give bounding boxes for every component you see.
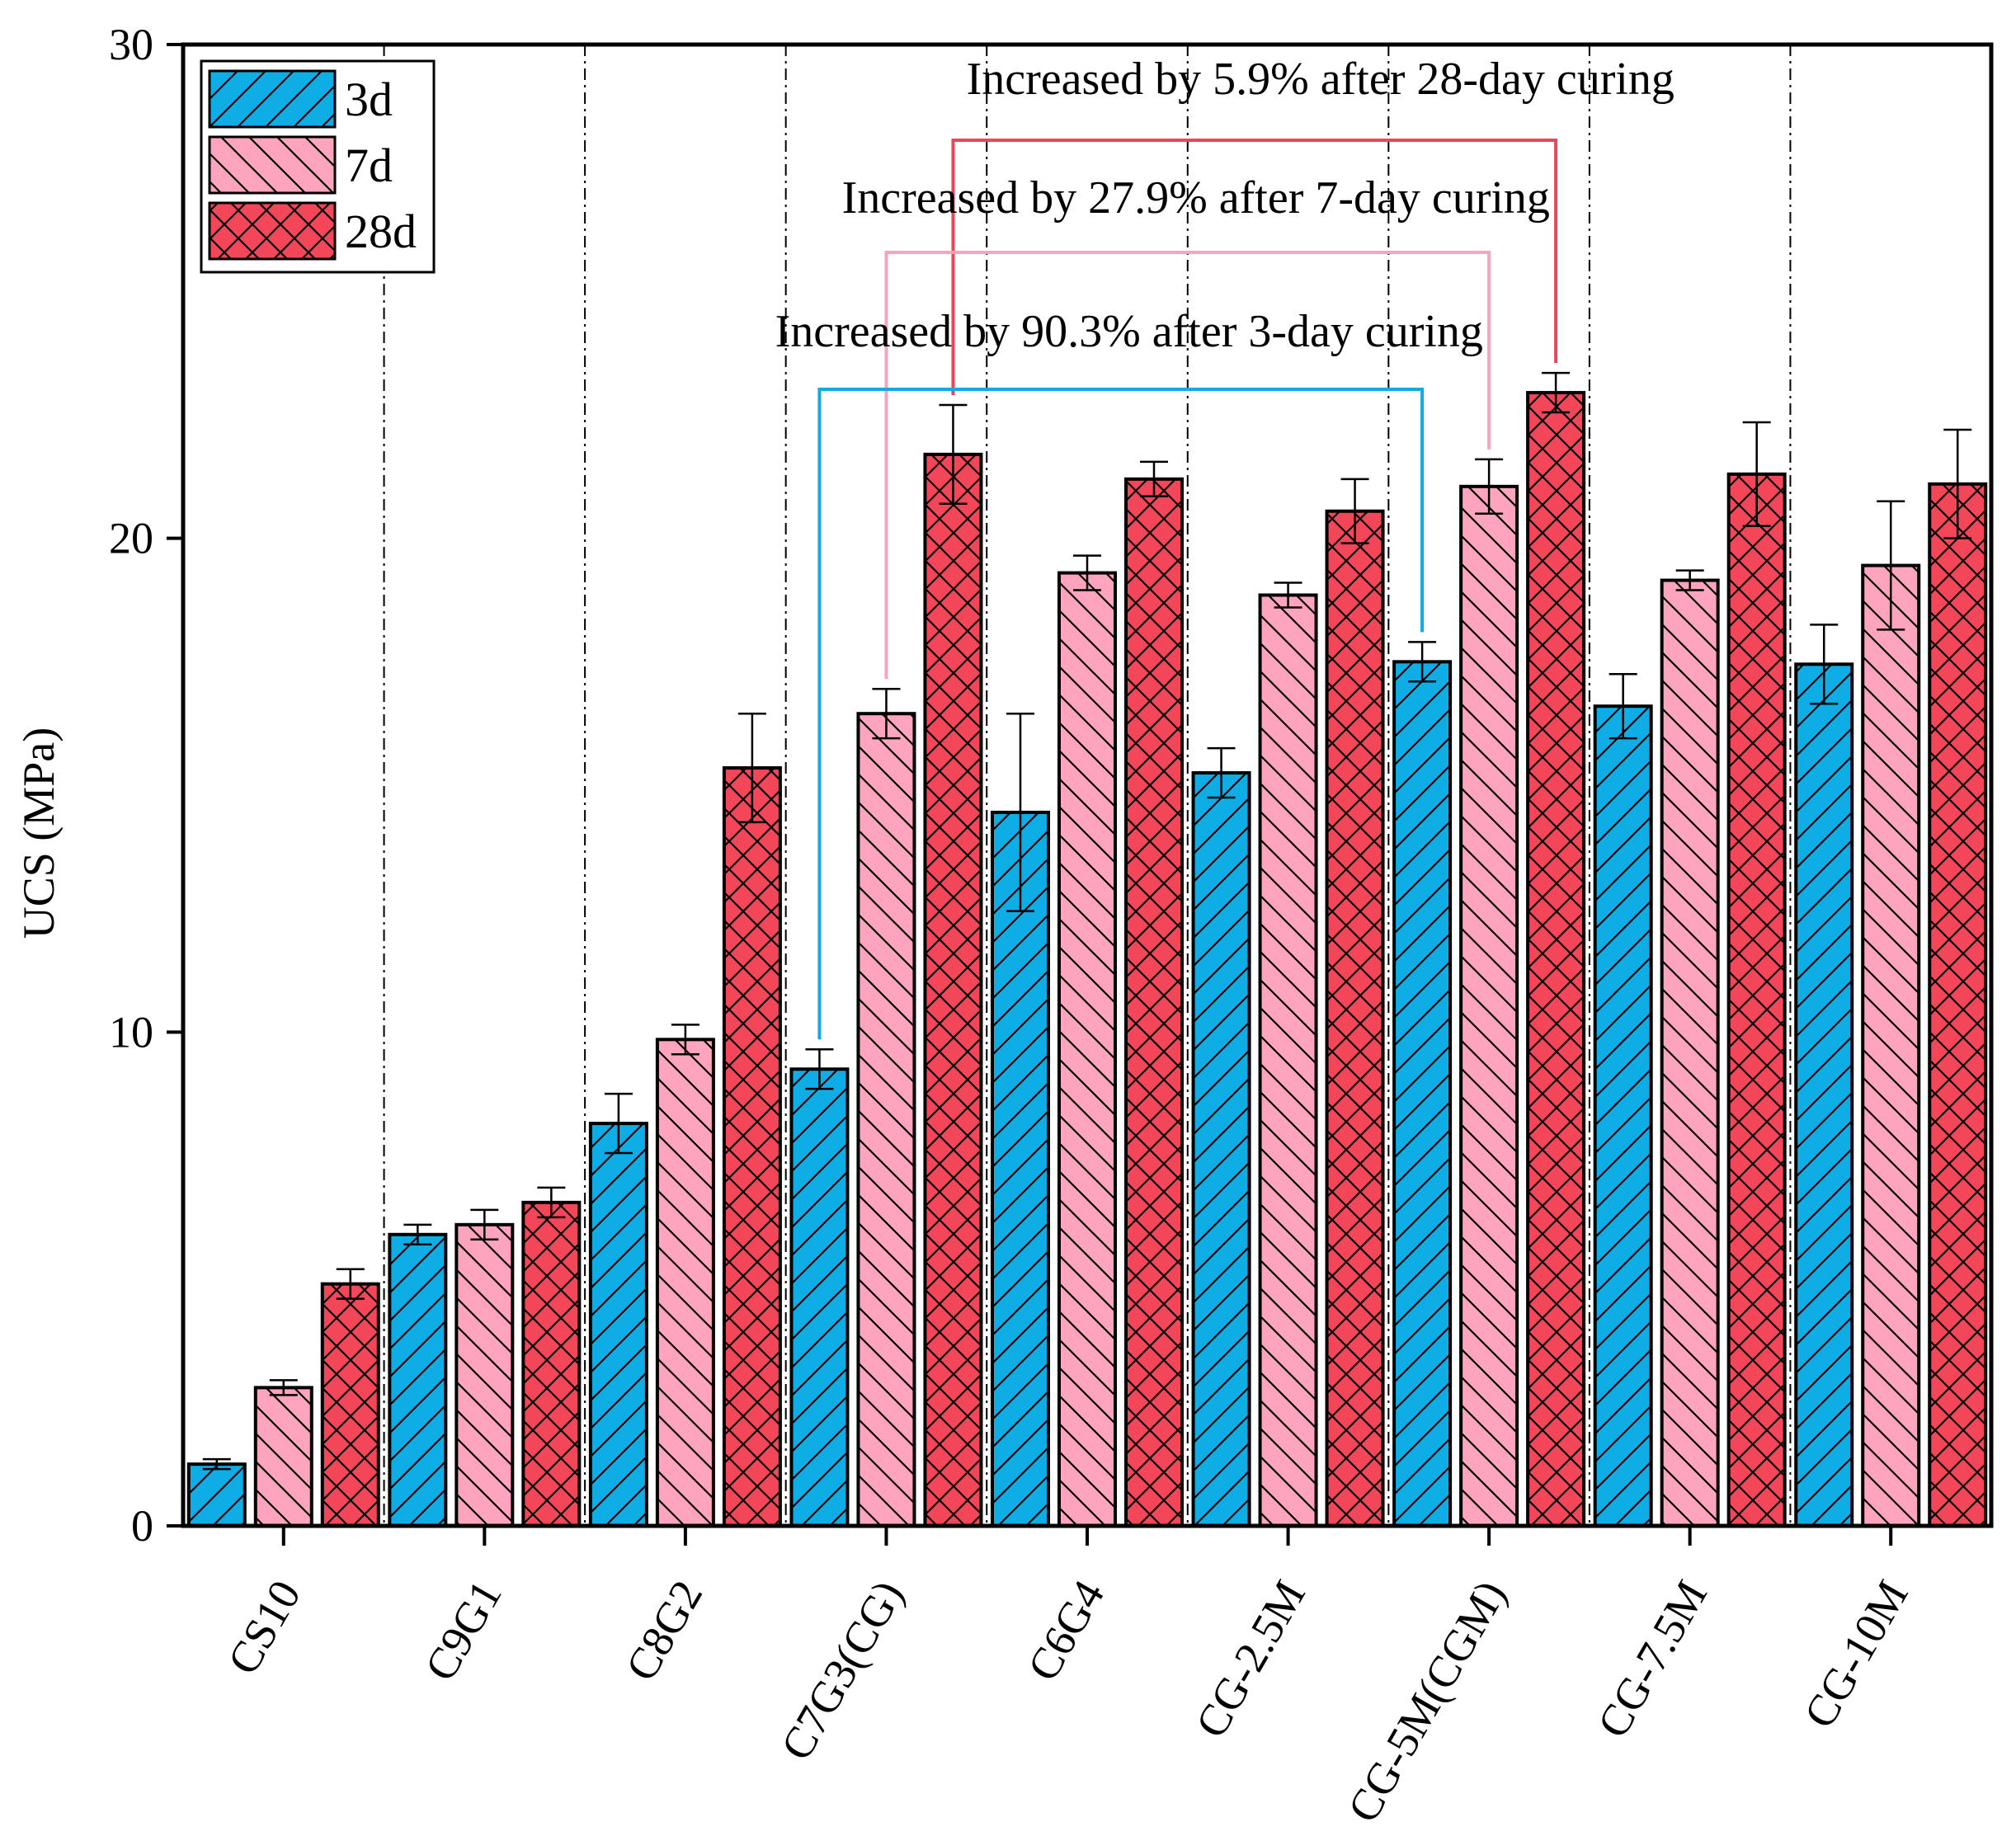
bar-28d-C8G2 [722, 766, 782, 1528]
x-tick-label: CG-7.5M [1588, 1572, 1717, 1746]
error-bar-3d-C8G2 [604, 1092, 633, 1155]
error-bar-3d-CG-10M [1810, 624, 1839, 705]
annotation-brackets [817, 139, 1558, 1040]
error-bar-7d-CG-2.5M [1274, 581, 1302, 609]
bar-3d-C7G3(CG) [789, 1067, 850, 1528]
x-tick-label: CG-5M(CGM) [1338, 1572, 1515, 1830]
annotation-bracket [951, 139, 1558, 396]
error-bar-3d-C9G1 [403, 1223, 432, 1246]
bar-7d-CS10 [253, 1386, 313, 1528]
y-axis: 0 10 20 30 [109, 20, 183, 1551]
x-tick-label: C9G1 [415, 1572, 511, 1689]
error-bar-7d-C6G4 [1073, 554, 1101, 591]
annotation-text: Increased by 90.3% after 3-day curing [775, 306, 1483, 357]
y-tick-label: 20 [109, 514, 153, 563]
bar-28d-CS10 [320, 1282, 380, 1528]
bar-3d-CG-2.5M [1191, 771, 1251, 1528]
error-bar-28d-CG-7.5M [1742, 421, 1771, 527]
bar-3d-CG-5M(CGM) [1392, 660, 1453, 1528]
error-bar-28d-CS10 [336, 1268, 365, 1300]
error-bar-7d-CG-5M(CGM) [1475, 458, 1504, 515]
error-bar-3d-CG-5M(CGM) [1408, 641, 1437, 683]
error-bar-28d-C9G1 [537, 1186, 566, 1219]
annotations: Increased by 5.9% after 28-day curing Inc… [775, 54, 1675, 357]
bar-7d-CG-5M(CGM) [1459, 484, 1519, 1528]
error-bar-7d-C9G1 [470, 1208, 499, 1241]
bar-7d-C9G1 [455, 1222, 515, 1528]
legend-swatch-3d [208, 69, 337, 129]
legend-label-28d: 28d [345, 205, 417, 258]
bar-28d-CG-10M [1928, 482, 1988, 1528]
error-bar-7d-C7G3(CG) [872, 688, 901, 740]
bar-3d-C8G2 [588, 1122, 648, 1528]
error-bar-28d-C8G2 [737, 712, 766, 824]
bar-28d-C6G4 [1124, 477, 1184, 1528]
group-separators [383, 45, 1792, 1526]
annotation-bracket [817, 388, 1425, 1040]
bar-3d-CG-10M [1794, 662, 1854, 1528]
error-bar-3d-CS10 [202, 1457, 231, 1471]
y-tick-label: 0 [131, 1501, 153, 1551]
bar-7d-CG-2.5M [1258, 593, 1318, 1528]
bar-7d-C7G3(CG) [856, 712, 916, 1528]
bar-7d-C8G2 [655, 1038, 715, 1528]
error-bar-3d-CG-7.5M [1609, 673, 1637, 740]
error-bar-7d-CG-10M [1877, 500, 1905, 631]
x-tick-label: C8G2 [616, 1572, 712, 1689]
bar-7d-CG-7.5M [1660, 578, 1720, 1528]
annotation-bracket [884, 251, 1491, 680]
error-bar-7d-C8G2 [671, 1024, 699, 1056]
x-tick-label: CG-2.5M [1186, 1572, 1315, 1746]
error-bar-3d-C7G3(CG) [805, 1048, 834, 1090]
bar-3d-C6G4 [991, 810, 1050, 1528]
bar-7d-C6G4 [1057, 571, 1117, 1528]
legend-label-3d: 3d [345, 73, 393, 126]
y-tick-label: 30 [109, 20, 153, 69]
error-bar-3d-CG-2.5M [1207, 746, 1236, 799]
y-axis-label: UCS (MPa) [14, 727, 64, 939]
legend-swatch-28d [208, 201, 337, 261]
annotation-text: Increased by 5.9% after 28-day curing [967, 54, 1675, 105]
legend-swatch-7d [208, 135, 337, 195]
error-bar-28d-CG-2.5M [1340, 478, 1369, 544]
x-tick-label: CS10 [218, 1572, 310, 1683]
annotation-text: Increased by 27.9% after 7-day curing [842, 172, 1550, 224]
x-tick-label: CG-10M [1794, 1572, 1917, 1736]
plot-frame [181, 42, 1994, 1528]
bar-28d-C7G3(CG) [923, 452, 983, 1528]
legend-label-7d: 7d [345, 139, 393, 192]
error-bar-28d-CG-10M [1943, 428, 1972, 539]
bar-3d-CS10 [186, 1462, 247, 1528]
error-bar-28d-CG-5M(CGM) [1542, 371, 1571, 414]
bar-28d-C9G1 [521, 1200, 582, 1528]
bar-3d-C9G1 [388, 1232, 448, 1528]
error-bar-7d-CS10 [269, 1379, 298, 1396]
error-bar-28d-C7G3(CG) [939, 403, 968, 506]
x-tick-label: C7G3(CG) [771, 1572, 913, 1768]
bar-7d-CG-10M [1861, 563, 1921, 1528]
error-bar-28d-C6G4 [1140, 460, 1168, 498]
bar-28d-CG-5M(CGM) [1526, 391, 1586, 1528]
error-bars [202, 371, 1972, 1471]
error-bar-7d-CG-7.5M [1675, 569, 1704, 591]
y-tick-label: 10 [109, 1007, 153, 1057]
bar-28d-CG-7.5M [1726, 472, 1787, 1528]
bar-3d-CG-7.5M [1593, 704, 1653, 1528]
x-axis: CS10 C9G1 C8G2 C7G3(CG) C6G4 CG-2.5M CG-5M(CGM… [218, 1526, 1918, 1830]
legend: 3d 7d 28d [200, 59, 436, 274]
error-bar-3d-C6G4 [1006, 712, 1034, 912]
x-tick-label: C6G4 [1018, 1572, 1114, 1689]
bar-28d-CG-2.5M [1325, 509, 1385, 1528]
